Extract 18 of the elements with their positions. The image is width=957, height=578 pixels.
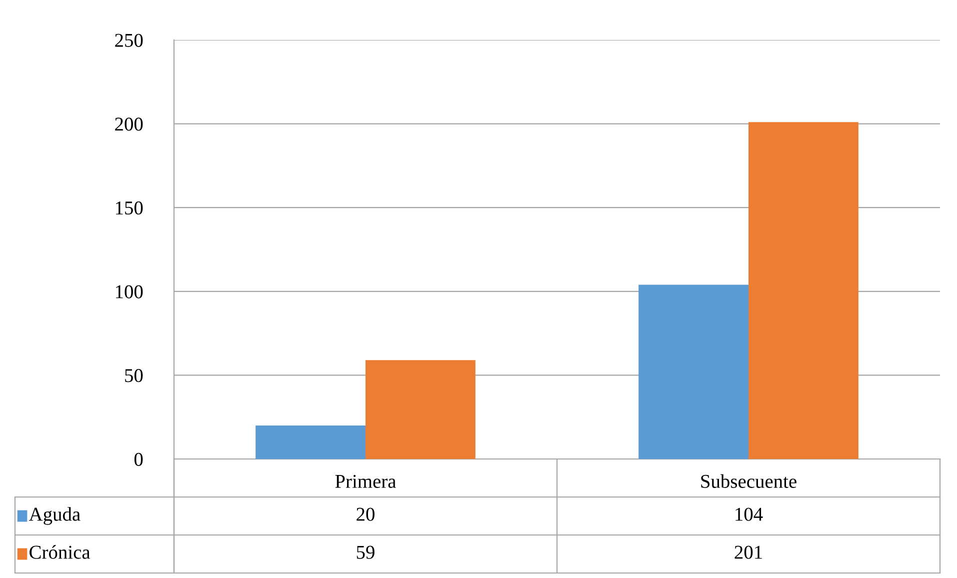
legend-label: Aguda xyxy=(28,507,80,525)
data-label: 20 xyxy=(356,508,374,521)
data-label: 59 xyxy=(356,546,374,559)
bar xyxy=(638,284,748,459)
data-label: 201 xyxy=(734,546,762,559)
y-tick-label: 50 xyxy=(125,369,143,382)
y-tick-label: 100 xyxy=(116,285,143,298)
data-label: 104 xyxy=(736,508,763,521)
bar xyxy=(748,122,858,459)
y-tick-label: 0 xyxy=(134,452,143,466)
x-tick-label: Subsecuente xyxy=(701,474,796,488)
bar xyxy=(366,360,476,459)
legend-label: Crónica xyxy=(30,545,90,559)
y-tick-label: 200 xyxy=(115,118,143,131)
x-tick-label: Primera xyxy=(335,474,396,488)
y-tick-label: 150 xyxy=(116,201,143,215)
y-tick-label: 250 xyxy=(115,34,143,47)
bar xyxy=(256,425,366,459)
